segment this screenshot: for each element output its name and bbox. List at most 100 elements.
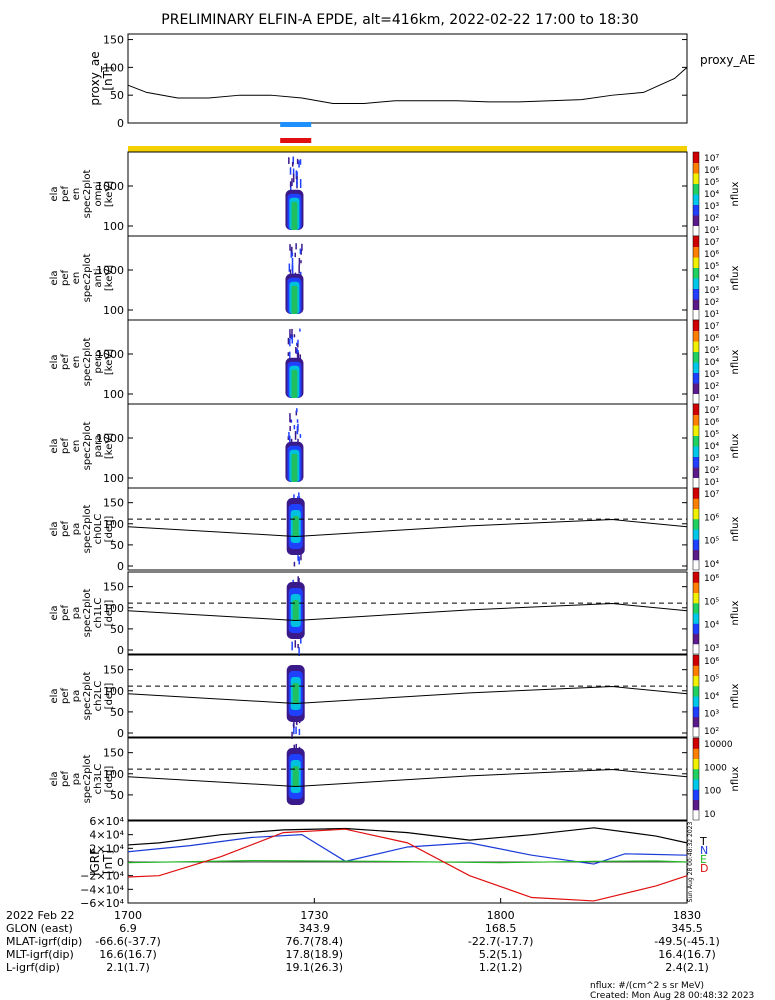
- pa-1-ylabel-4: ch1LC: [93, 598, 104, 629]
- interval-bar-yellow: [128, 146, 687, 152]
- pa-1-loss-cone-line: [127, 603, 688, 621]
- spec-2-colorbar-segment: [693, 341, 699, 352]
- pa-1-colorbar-label: 10³: [704, 644, 719, 654]
- footer-units: nflux: #/(cm^2 s sr MeV): [590, 981, 704, 991]
- spec-1-flux-speck: [299, 248, 302, 254]
- spec-0-colorbar-label: 10⁵: [704, 178, 719, 188]
- spec-2-flux-speck: [295, 346, 297, 354]
- spec-1-colorbar-label: 10⁴: [704, 274, 719, 284]
- pa-1-ylabel-1: pef: [60, 605, 71, 622]
- pa-2-ytick-label: 150: [103, 664, 124, 677]
- orbit-cell: -66.6(-37.7): [95, 935, 161, 948]
- spec-3-flux-speck: [296, 426, 299, 435]
- spec-3-colorbar-label: 10¹: [704, 478, 719, 488]
- spec-2-colorbar-segment: [693, 330, 699, 342]
- pa-2-flux-speck: [296, 719, 298, 726]
- spec-1-flux-speck: [298, 264, 300, 274]
- pa-3-colorbar-label: 1000: [704, 763, 727, 773]
- pa-3-colorbar-segment: [693, 768, 699, 780]
- pa-2-ylabel-3: spec2plot: [82, 672, 93, 721]
- spec-2-flux-speck: [289, 338, 291, 347]
- pa-2-colorbar-label: 10⁴: [704, 692, 719, 702]
- orbit-cell: 345.5: [671, 922, 703, 935]
- pa-3-colorbar-label: 10000: [704, 740, 733, 750]
- spec-0-colorbar-label: 10⁷: [704, 154, 719, 164]
- pa-3-colorbar-title: nflux: [730, 766, 741, 791]
- pa-2-loss-cone-line: [127, 686, 688, 704]
- spec-3-ylabel-0: ela: [49, 438, 60, 453]
- igrf-legend-D: D: [700, 862, 708, 875]
- orbit-cell: 343.9: [299, 922, 331, 935]
- pa-2-colorbar-label: 10³: [704, 710, 719, 720]
- pa-2-ylabel-2: pa: [71, 690, 82, 702]
- pa-0-colorbar-segment: [693, 488, 699, 499]
- spec-2-colorbar-label: 10⁷: [704, 322, 719, 332]
- spec-0-ylabel-1: pef: [60, 186, 71, 203]
- pa-1-flux-speck: [298, 577, 300, 585]
- orbit-row-label: MLT-igrf(dip): [6, 948, 74, 961]
- spec-3-colorbar-label: 10²: [704, 466, 719, 476]
- spec-3-ylabel-5: [keV]: [104, 433, 115, 459]
- spec-2-ylabel-0: ela: [49, 354, 60, 369]
- orbit-cell: -22.7(-17.7): [468, 935, 534, 948]
- spec-2-flux-speck: [297, 352, 300, 360]
- spec-1-flux-core: [291, 285, 298, 314]
- pa-2-flux-speck: [293, 719, 295, 729]
- spec-0-colorbar-label: 10³: [704, 202, 719, 212]
- spec-0-colorbar-segment: [693, 225, 699, 237]
- spec-1-frame: [127, 235, 688, 321]
- pa-3-colorbar-segment: [693, 779, 699, 790]
- spec-2-colorbar-title: nflux: [730, 349, 741, 374]
- pa-1-ytick-label: 50: [110, 623, 124, 636]
- igrf-ytick-label: −6×10⁴: [80, 897, 124, 910]
- pa-2-ylabel-4: ch2LC: [93, 681, 104, 712]
- spec-0-flux-speck: [296, 178, 298, 187]
- orbit-cell: 1830: [673, 909, 701, 922]
- spec-2-flux-speck: [299, 354, 302, 360]
- spec-0-flux-speck: [292, 156, 295, 165]
- spec-3-flux-speck: [289, 435, 291, 442]
- spec-1-ylabel-0: ela: [49, 270, 60, 285]
- pa-0-flux-speck: [298, 556, 300, 565]
- orbit-cell: 5.2(5.1): [479, 948, 523, 961]
- pa-1-ylabel-2: pa: [71, 607, 82, 619]
- pa-1-flux-speck: [291, 641, 293, 651]
- spec-3-colorbar-label: 10⁷: [704, 406, 719, 416]
- pa-2-ytick-label: 100: [103, 685, 124, 698]
- spec-1-colorbar-segment: [693, 257, 699, 268]
- pa-2-flux-speck: [298, 728, 301, 736]
- igrf-legend-E: E: [700, 853, 707, 866]
- spec-2-flux-speck: [296, 348, 298, 355]
- spec-1-flux-speck: [289, 244, 291, 251]
- pa-1-colorbar-segment: [693, 623, 699, 634]
- pa-2-frame: [127, 654, 688, 738]
- pa-0-loss-cone-line: [127, 519, 688, 537]
- spec-3-colorbar-segment: [693, 425, 699, 436]
- spec-1-colorbar-label: 10³: [704, 286, 719, 296]
- pa-1-ylabel-5: [deg]: [104, 600, 115, 627]
- pa-3-loss-cone-line: [127, 769, 688, 787]
- spec-3-colorbar-segment: [693, 446, 699, 457]
- orbit-cell: 16.4(16.7): [658, 948, 716, 961]
- spec-0-colorbar-label: 10²: [704, 214, 719, 224]
- pa-1-flux-speck: [300, 637, 302, 644]
- spec-0-ylabel-5: [keV]: [104, 181, 115, 207]
- pa-3-colorbar-segment: [693, 789, 699, 800]
- proxy-ae-panel: 150 100 50 0 proxy_ae [nT] proxy_AE: [88, 33, 755, 130]
- pa-1-ytick-label: 150: [103, 581, 124, 594]
- orbit-cell: 1700: [114, 909, 142, 922]
- spec-3-colorbar-segment: [693, 414, 699, 426]
- spec-1-flux-speck: [300, 260, 302, 264]
- igrf-ylabel-1: [nT]: [101, 850, 115, 874]
- spec-2-flux-speck: [290, 334, 292, 340]
- pa-0-colorbar-segment: [693, 549, 699, 561]
- pa-1-colorbar-frame: [692, 571, 700, 655]
- spec-3-colorbar-label: 10⁶: [704, 418, 719, 428]
- pa-1-ytick-label: 0: [117, 644, 124, 657]
- igrf-ytick-label: 0: [117, 856, 124, 869]
- pa-3-colorbar-frame: [692, 737, 700, 821]
- pa-1-colorbar-label: 10⁶: [704, 574, 719, 584]
- spec-1-colorbar-label: 10²: [704, 298, 719, 308]
- orbit-cell: 1730: [300, 909, 328, 922]
